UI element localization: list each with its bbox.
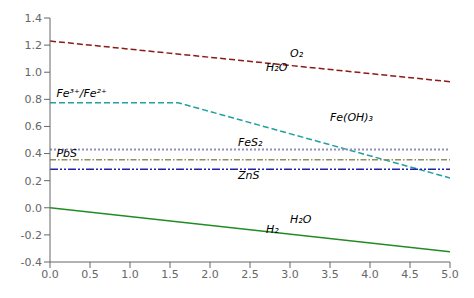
svg-text:H₂O: H₂O	[290, 213, 312, 226]
svg-text:2.5: 2.5	[241, 268, 259, 281]
svg-text:0.0: 0.0	[41, 268, 59, 281]
svg-text:0.4: 0.4	[25, 147, 43, 160]
svg-text:1.2: 1.2	[25, 39, 43, 52]
svg-text:Fe³⁺/Fe²⁺: Fe³⁺/Fe²⁺	[56, 87, 107, 100]
svg-text:ZnS: ZnS	[237, 169, 260, 182]
svg-text:O₂: O₂	[290, 47, 304, 60]
svg-text:Fe(OH)₃: Fe(OH)₃	[330, 111, 374, 124]
svg-text:1.4: 1.4	[25, 12, 43, 25]
svg-text:0.8: 0.8	[25, 93, 43, 106]
svg-text:1.0: 1.0	[25, 66, 43, 79]
svg-text:1.5: 1.5	[161, 268, 179, 281]
svg-text:PbS: PbS	[56, 147, 77, 160]
svg-text:0.2: 0.2	[25, 175, 43, 188]
svg-text:3.0: 3.0	[281, 268, 299, 281]
svg-text:0.0: 0.0	[25, 202, 43, 215]
svg-text:0.6: 0.6	[25, 120, 43, 133]
svg-text:H₂O: H₂O	[266, 61, 288, 74]
svg-text:3.5: 3.5	[321, 268, 339, 281]
svg-text:H₂: H₂	[266, 223, 279, 236]
svg-text:FeS₂: FeS₂	[238, 136, 263, 149]
svg-text:2.0: 2.0	[201, 268, 219, 281]
svg-text:5.0: 5.0	[441, 268, 459, 281]
svg-text:4.0: 4.0	[361, 268, 379, 281]
svg-text:4.5: 4.5	[401, 268, 419, 281]
svg-text:-0.2: -0.2	[21, 229, 42, 242]
svg-text:-0.4: -0.4	[21, 256, 42, 269]
svg-text:1.0: 1.0	[121, 268, 139, 281]
svg-text:0.5: 0.5	[81, 268, 99, 281]
